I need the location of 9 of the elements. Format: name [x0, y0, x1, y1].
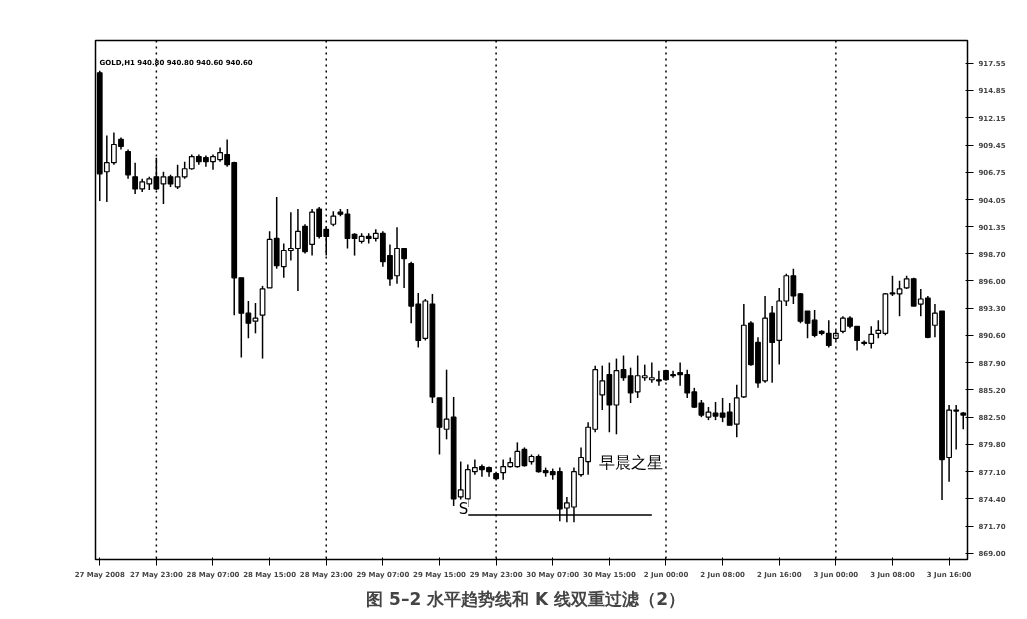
- candlestick: [125, 148, 131, 180]
- candlestick: [804, 310, 811, 340]
- candlestick: [896, 280, 903, 317]
- annotation: 早晨之星: [598, 453, 663, 472]
- annotation: S: [458, 499, 469, 518]
- candlestick: [174, 163, 181, 190]
- text: 图 5–2 水平趋势线和 K 线双重过滤（2）: [366, 588, 686, 609]
- candlestick: [889, 275, 896, 297]
- candlestick: [712, 401, 719, 421]
